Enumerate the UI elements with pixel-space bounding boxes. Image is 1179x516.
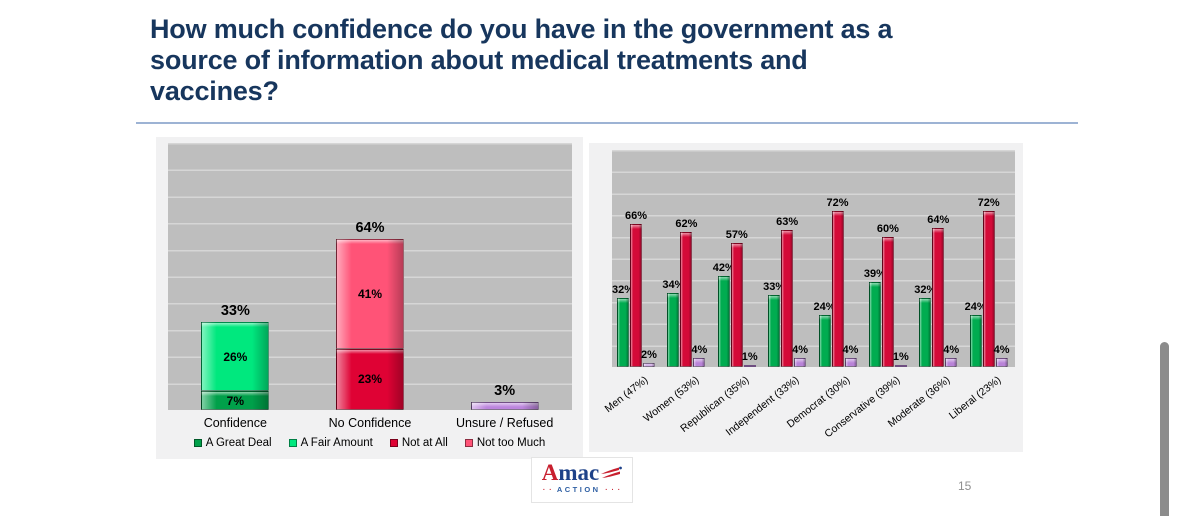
demographic-breakdown-plot-area: 32% 34% 42% 33% 24% 39% 32% 24% 66% 62% 57% 63% 72% 6…: [612, 150, 1015, 367]
amac-action-logo: Amac · · ACTION · · ·: [531, 457, 633, 503]
amac-logo-wordmark: Amac: [532, 460, 632, 485]
legend-label: A Fair Amount: [300, 437, 373, 449]
bar-no-confidence: [630, 223, 642, 367]
bar-segment-a-great-deal: [201, 391, 270, 410]
legend-label: Not at All: [401, 437, 448, 449]
axis-category-label: Men (47%): [602, 374, 651, 416]
bar-confidence: [919, 297, 932, 367]
bar-unsure-refused: [844, 358, 857, 367]
bar-confidence: [868, 282, 881, 367]
chart-legend: A Great Deal A Fair Amount Not at All Not t…: [156, 437, 583, 449]
segment-value-label: 7%: [226, 393, 244, 408]
bar-confidence: [818, 314, 831, 367]
value-label: 63%: [776, 216, 799, 229]
page-title: How much confidence do you have in the g…: [150, 14, 893, 107]
value-label: 24%: [813, 300, 836, 313]
value-label: 1%: [741, 350, 758, 363]
legend-swatch: [193, 439, 202, 447]
bar-no-confidence: [932, 228, 945, 367]
logo-dots-right: · · ·: [605, 487, 622, 494]
segment-value-label: 41%: [357, 286, 383, 301]
value-label: 62%: [675, 218, 698, 231]
page-title-line-3: vaccines?: [150, 76, 279, 106]
legend-item: A Great Deal: [193, 437, 272, 449]
bar-no-confidence: [730, 243, 743, 367]
value-label: 1%: [892, 350, 909, 363]
bar-unsure-refused: [995, 358, 1008, 367]
bar-no-confidence: [680, 232, 693, 367]
bar-unsure-refused: [894, 364, 907, 367]
bar-no-confidence: [982, 210, 995, 367]
value-label: 24%: [964, 300, 987, 313]
overall-confidence-chart-panel: 7% 26% 33% 23% 41% 64% 3% A Great Deal A Fair A…: [156, 137, 583, 459]
amac-swoosh-icon: [601, 466, 623, 478]
amac-logo-subtitle: · · ACTION · · ·: [532, 485, 632, 494]
legend-label: A Great Deal: [205, 437, 272, 449]
axis-category-label: Liberal (23%): [946, 374, 1004, 422]
value-label: 2%: [641, 348, 657, 361]
value-label: 72%: [977, 196, 1000, 209]
value-label: 4%: [993, 344, 1010, 357]
legend-item: Not at All: [389, 437, 448, 449]
bar-unsure-refused: [693, 358, 706, 367]
value-label: 32%: [914, 283, 937, 296]
value-label: 66%: [624, 209, 648, 222]
bar-no-confidence: [881, 236, 894, 367]
category-label: Unsure / Refused: [456, 416, 554, 430]
bar-no-confidence: [781, 230, 794, 367]
legend-item: Not too Much: [464, 437, 546, 449]
segment-value-label: 26%: [223, 349, 248, 364]
value-label: 72%: [826, 196, 849, 209]
bar-unsure-refused: [643, 362, 655, 367]
bar-confidence: [617, 297, 629, 367]
bar-segment-not-too-much: [336, 239, 404, 349]
page-title-line-2: source of information about medical trea…: [150, 45, 808, 75]
segment-value-label: 23%: [357, 372, 383, 387]
bar-segment-unsure-refused: [470, 401, 539, 410]
logo-action-text: ACTION: [556, 485, 601, 494]
value-label: 60%: [876, 222, 899, 235]
total-value-label: 33%: [220, 302, 250, 319]
value-label: 39%: [863, 268, 886, 281]
value-label: 4%: [792, 344, 809, 357]
bar-confidence: [768, 295, 781, 367]
demographic-breakdown-chart-panel: 32% 34% 42% 33% 24% 39% 32% 24% 66% 62% 57% 63% 72% 6…: [589, 143, 1023, 452]
legend-swatch: [464, 439, 473, 447]
logo-dots-left: · ·: [542, 487, 553, 494]
value-label: 57%: [725, 229, 748, 242]
total-value-label: 64%: [355, 220, 385, 237]
legend-swatch: [389, 439, 398, 447]
bar-confidence: [667, 293, 680, 367]
category-label: Confidence: [203, 416, 267, 430]
amac-logo-letters-mac: mac: [558, 460, 600, 485]
bar-unsure-refused: [794, 358, 807, 367]
scrollbar-thumb[interactable]: [1160, 342, 1169, 516]
page-title-line-1: How much confidence do you have in the g…: [150, 14, 893, 44]
bar-segment-not-at-all: [336, 348, 404, 410]
value-label: 34%: [662, 279, 685, 292]
title-divider: [136, 122, 1078, 124]
value-label: 33%: [763, 281, 786, 294]
amac-logo-letter-a: A: [541, 460, 559, 485]
bar-unsure-refused: [743, 364, 756, 367]
value-label: 4%: [943, 344, 960, 357]
bar-segment-a-fair-amount: [201, 321, 270, 392]
value-label: 64%: [927, 214, 950, 227]
value-label: 42%: [712, 261, 735, 274]
value-label: 32%: [611, 283, 635, 296]
value-label: 4%: [842, 344, 859, 357]
overall-confidence-plot-area: 7% 26% 33% 23% 41% 64% 3%: [168, 143, 572, 410]
value-label: 4%: [691, 344, 708, 357]
legend-swatch: [288, 439, 297, 447]
total-value-label: 3%: [494, 382, 516, 399]
bar-no-confidence: [831, 210, 844, 367]
bar-confidence: [717, 275, 730, 367]
bar-unsure-refused: [945, 358, 958, 367]
legend-item: A Fair Amount: [288, 437, 373, 449]
legend-label: Not too Much: [476, 437, 546, 449]
page-number: 15: [958, 479, 972, 493]
category-label: No Confidence: [328, 416, 412, 430]
bar-confidence: [969, 314, 982, 367]
